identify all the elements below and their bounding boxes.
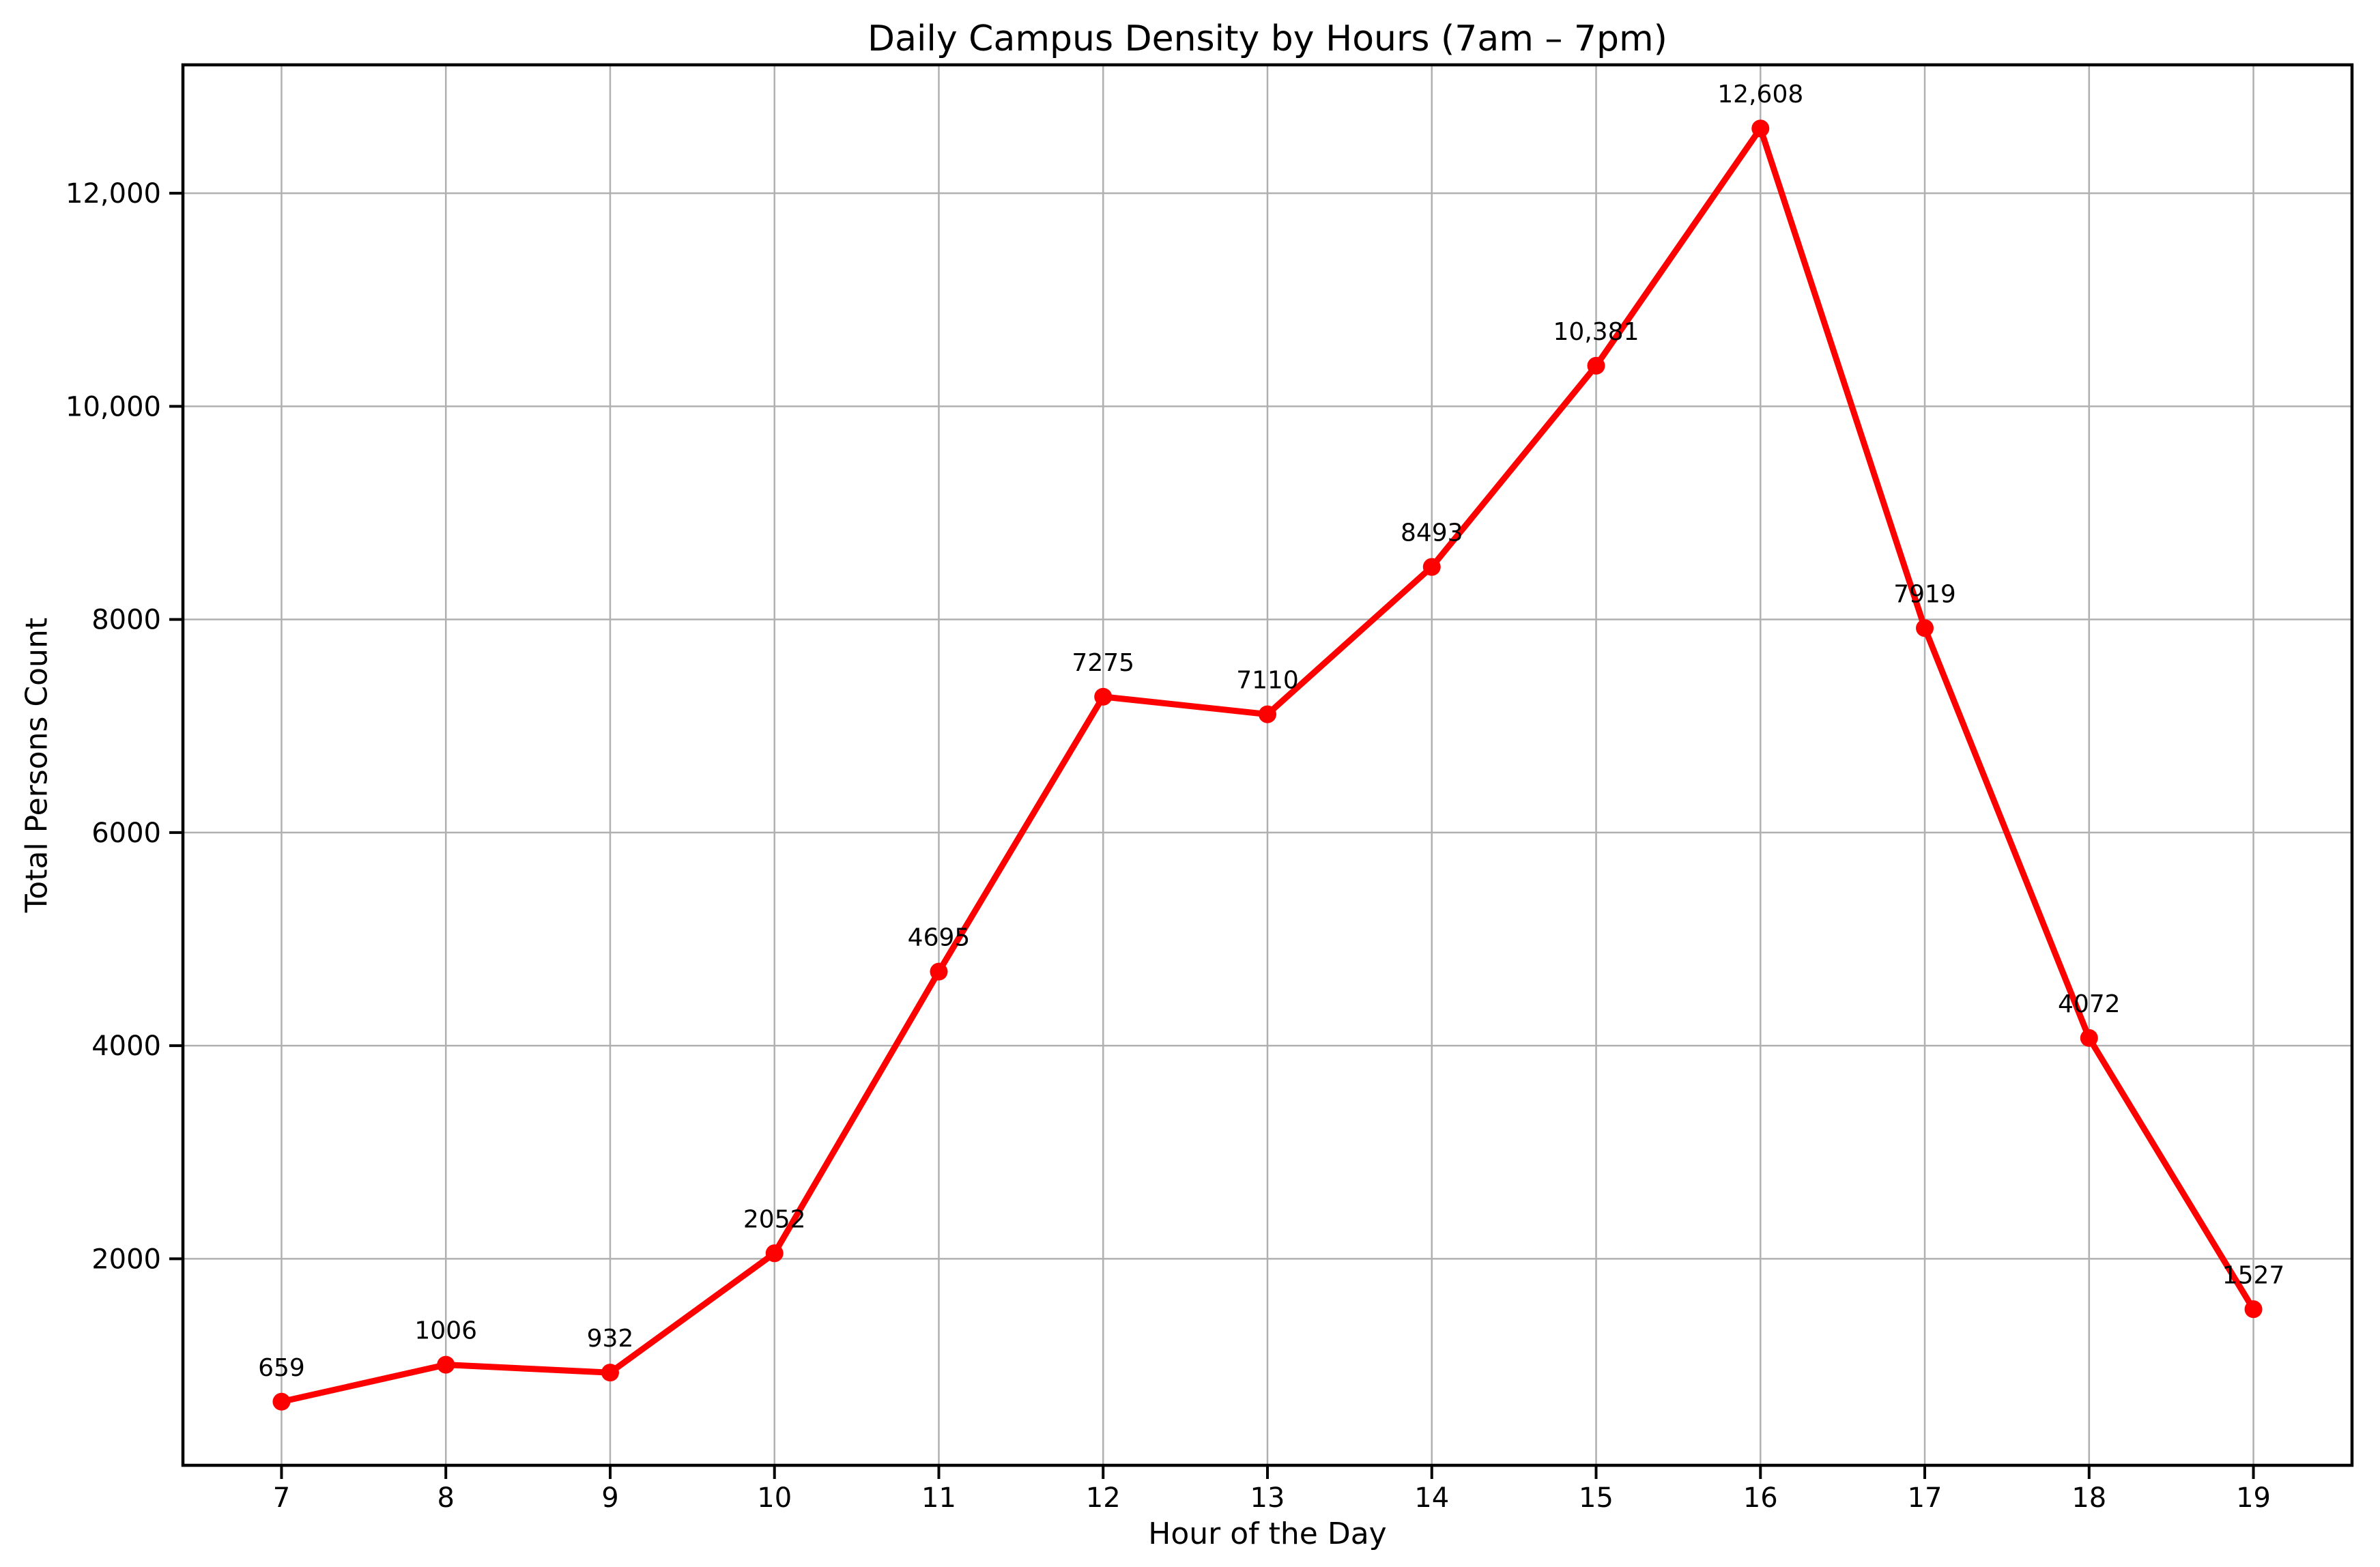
- data-point-label: 1006: [414, 1317, 477, 1345]
- tick-marks: [169, 192, 2255, 1479]
- x-tick-label: 14: [1414, 1482, 1449, 1514]
- data-point-label: 8493: [1401, 519, 1463, 547]
- data-point-marker: [1259, 705, 1276, 723]
- x-tick-label: 11: [921, 1482, 956, 1514]
- data-point-label: 7919: [1893, 580, 1956, 608]
- y-tick-label: 4000: [91, 1031, 161, 1062]
- data-point-marker: [2244, 1300, 2263, 1319]
- y-axis-label: Total Persons Count: [20, 618, 55, 913]
- chart-title: Daily Campus Density by Hours (7am – 7pm…: [868, 18, 1667, 59]
- data-point-label: 2052: [743, 1205, 806, 1233]
- grid-layer: [183, 65, 2352, 1465]
- data-point-label: 932: [587, 1325, 634, 1353]
- x-tick-label: 8: [437, 1482, 454, 1514]
- data-point-label: 7275: [1072, 649, 1134, 677]
- x-axis-label: Hour of the Day: [1148, 1516, 1386, 1551]
- data-point-marker: [437, 1355, 455, 1374]
- data-point-marker: [1916, 619, 1934, 637]
- data-point-label: 4695: [908, 924, 971, 952]
- x-tick-label: 13: [1250, 1482, 1285, 1514]
- data-point-marker: [1422, 558, 1441, 576]
- data-point-marker: [765, 1244, 784, 1263]
- data-point-label: 659: [258, 1354, 305, 1382]
- x-tick-label: 10: [757, 1482, 792, 1514]
- data-point-marker: [272, 1392, 291, 1411]
- x-tick-label: 7: [273, 1482, 290, 1514]
- data-point-marker: [1587, 356, 1605, 375]
- y-tick-label: 8000: [91, 605, 161, 636]
- x-tick-label: 17: [1908, 1482, 1942, 1514]
- y-tick-label: 6000: [91, 818, 161, 849]
- x-tick-label: 18: [2071, 1482, 2106, 1514]
- data-point-label: 7110: [1236, 667, 1299, 695]
- data-point-labels: 659 1006 932 2052 4695 7275 7110 8493 10,381 12,6…: [258, 81, 2284, 1382]
- data-point-label: 12,608: [1717, 81, 1803, 109]
- data-point-marker: [930, 962, 948, 981]
- data-point-label: 10,381: [1553, 318, 1639, 346]
- data-point-marker: [1751, 119, 1770, 138]
- tick-labels: 7 8 9 10 11 12 13 14 15 16 17 18 19 2000 4000 6000 8000 1…: [66, 178, 2271, 1514]
- x-tick-label: 16: [1743, 1482, 1778, 1514]
- data-point-marker: [1094, 687, 1113, 706]
- x-tick-label: 9: [601, 1482, 618, 1514]
- y-tick-label: 12,000: [66, 178, 161, 210]
- x-tick-label: 12: [1086, 1482, 1121, 1514]
- y-tick-label: 2000: [91, 1243, 161, 1275]
- data-point-label: 4072: [2058, 990, 2121, 1018]
- x-tick-label: 19: [2236, 1482, 2271, 1514]
- data-series: [272, 119, 2263, 1411]
- data-point-label: 1527: [2222, 1261, 2285, 1289]
- data-point-marker: [601, 1364, 619, 1382]
- y-tick-label: 10,000: [66, 391, 161, 422]
- x-tick-label: 15: [1579, 1482, 1614, 1514]
- data-point-marker: [2080, 1029, 2098, 1047]
